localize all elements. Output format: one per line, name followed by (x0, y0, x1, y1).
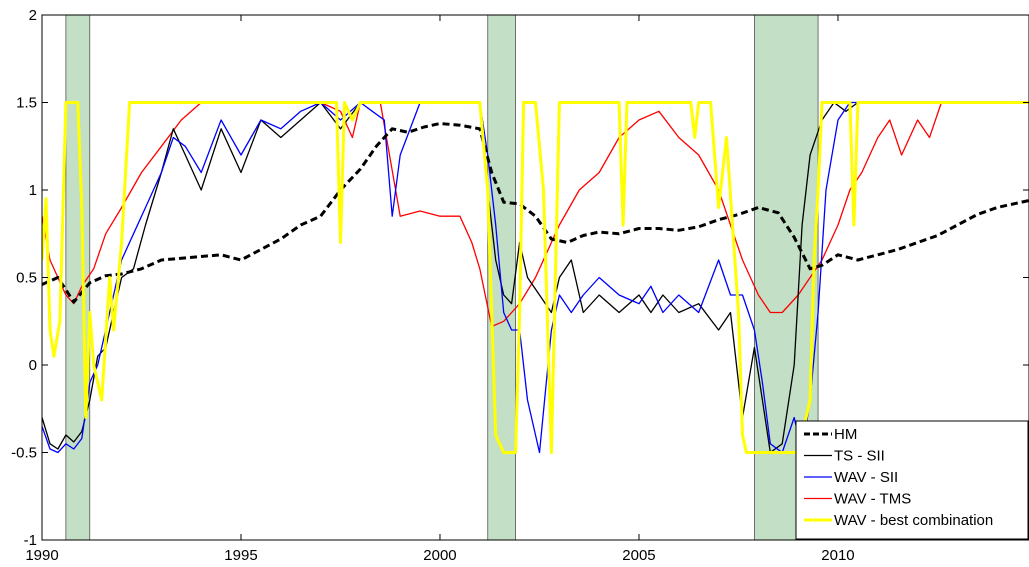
y-tick-label: 0.5 (16, 270, 37, 287)
x-tick-label: 2000 (423, 547, 456, 564)
series-line-wav-sii (42, 101, 862, 454)
y-tick-label: 1 (29, 182, 37, 199)
x-tick-label: 2005 (622, 547, 655, 564)
legend-label: WAV - TMS (834, 491, 911, 508)
y-tick-label: -0.5 (11, 445, 37, 462)
y-tick-label: 1.5 (16, 95, 37, 112)
legend-label: HM (834, 426, 857, 443)
legend-label: TS - SII (834, 448, 885, 465)
y-tick-label: -1 (24, 532, 37, 549)
series-line-wav-best-combination (42, 101, 1029, 454)
legend: HM TS - SII WAV - SII WAV - TMS WAV - best c… (795, 420, 1029, 540)
series-line-hm (42, 122, 1029, 304)
x-tick-label: 1995 (224, 547, 257, 564)
legend-label: WAV - best combination (834, 512, 993, 529)
shaded-period-2 (487, 15, 517, 540)
x-tick-label: 1990 (25, 547, 58, 564)
legend-label: WAV - SII (834, 469, 898, 486)
y-tick-label: 2 (29, 7, 37, 24)
x-tick-label: 2010 (821, 547, 854, 564)
legend-box (795, 420, 1029, 540)
y-tick-label: 0 (29, 357, 37, 374)
shaded-period-1 (65, 15, 91, 540)
